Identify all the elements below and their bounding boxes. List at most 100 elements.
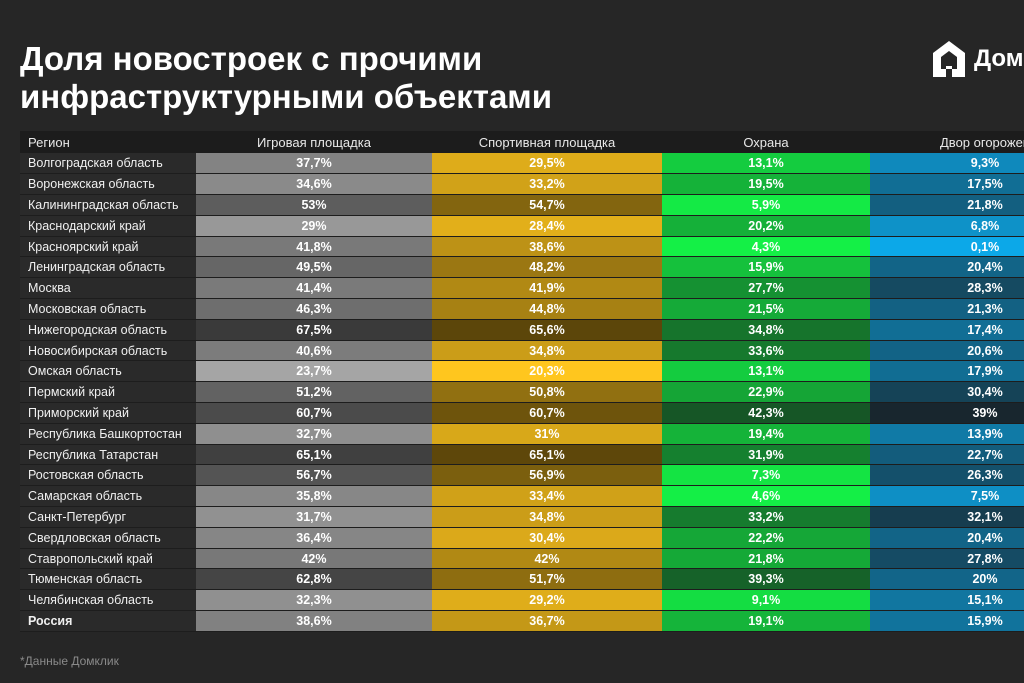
cell-fenced-yard: 20,4% xyxy=(870,527,1024,549)
cell-security: 27,7% xyxy=(662,277,870,300)
column-header-sports-ground: Спортивная площадка xyxy=(478,134,616,150)
cell-security: 34,8% xyxy=(662,319,870,341)
cell-sports-ground: 29,2% xyxy=(432,589,662,612)
cell-playground: 35,8% xyxy=(196,485,432,508)
cell-region: Приморский край xyxy=(20,402,196,424)
cell-security: 22,2% xyxy=(662,527,870,549)
data-table: Регион Игровая площадка Спортивная площа… xyxy=(20,131,1024,632)
cell-region: Нижегородская область xyxy=(20,319,196,341)
cell-security: 4,6% xyxy=(662,485,870,508)
cell-sports-ground: 20,3% xyxy=(432,360,662,383)
cell-sports-ground: 60,7% xyxy=(432,402,662,424)
chart-title-line-2: инфраструктурными объектами xyxy=(20,78,552,115)
cell-fenced-yard: 26,3% xyxy=(870,464,1024,487)
cell-fenced-yard: 15,1% xyxy=(870,589,1024,612)
cell-sports-ground: 38,6% xyxy=(432,236,662,258)
cell-region: Новосибирская область xyxy=(20,340,196,362)
cell-security: 15,9% xyxy=(662,256,870,279)
table-row: Ставропольский край 42% 42% 21,8% 27,8% xyxy=(20,548,1024,570)
cell-region: Омская область xyxy=(20,360,196,383)
table-row: Ростовская область 56,7% 56,9% 7,3% 26,3% xyxy=(20,464,1024,487)
cell-playground: 38,6% xyxy=(196,610,432,632)
cell-region: Москва xyxy=(20,277,196,300)
cell-playground: 31,7% xyxy=(196,506,432,528)
table-row: Самарская область 35,8% 33,4% 4,6% 7,5% xyxy=(20,485,1024,508)
cell-region: Ростовская область xyxy=(20,464,196,487)
cell-region: Воронежская область xyxy=(20,173,196,196)
cell-playground: 67,5% xyxy=(196,319,432,341)
cell-fenced-yard: 22,7% xyxy=(870,444,1024,466)
chart-title: Доля новостроек с прочими инфраструктурн… xyxy=(20,40,552,116)
table-row: Ленинградская область 49,5% 48,2% 15,9% 20,4… xyxy=(20,256,1024,279)
domclick-logo: Дом xyxy=(932,40,1024,78)
cell-playground: 34,6% xyxy=(196,173,432,196)
cell-sports-ground: 42% xyxy=(432,548,662,570)
cell-security: 33,2% xyxy=(662,506,870,528)
cell-fenced-yard: 27,8% xyxy=(870,548,1024,570)
cell-security: 21,8% xyxy=(662,548,870,570)
cell-region: Челябинская область xyxy=(20,589,196,612)
table-row: Москва 41,4% 41,9% 27,7% 28,3% xyxy=(20,277,1024,300)
table-row: Санкт-Петербург 31,7% 34,8% 33,2% 32,1% xyxy=(20,506,1024,528)
table-row: Челябинская область 32,3% 29,2% 9,1% 15,1% xyxy=(20,589,1024,612)
cell-sports-ground: 41,9% xyxy=(432,277,662,300)
cell-sports-ground: 29,5% xyxy=(432,153,662,175)
cell-sports-ground: 50,8% xyxy=(432,381,662,404)
cell-fenced-yard: 17,9% xyxy=(870,360,1024,383)
cell-sports-ground: 36,7% xyxy=(432,610,662,632)
cell-region: Россия xyxy=(20,610,196,632)
cell-region: Московская область xyxy=(20,298,196,320)
cell-security: 13,1% xyxy=(662,153,870,175)
cell-security: 22,9% xyxy=(662,381,870,404)
footnote: *Данные Домклик xyxy=(20,654,119,668)
table-row: Пермский край 51,2% 50,8% 22,9% 30,4% xyxy=(20,381,1024,404)
cell-security: 5,9% xyxy=(662,194,870,216)
table-row: Свердловская область 36,4% 30,4% 22,2% 20,4% xyxy=(20,527,1024,549)
cell-region: Ленинградская область xyxy=(20,256,196,279)
table-row: Омская область 23,7% 20,3% 13,1% 17,9% xyxy=(20,360,1024,383)
table-row: Волгоградская область 37,7% 29,5% 13,1% 9,3% xyxy=(20,153,1024,175)
cell-sports-ground: 28,4% xyxy=(432,215,662,237)
cell-playground: 60,7% xyxy=(196,402,432,424)
cell-playground: 23,7% xyxy=(196,360,432,383)
cell-region: Тюменская область xyxy=(20,568,196,591)
cell-fenced-yard: 20,4% xyxy=(870,256,1024,279)
cell-security: 4,3% xyxy=(662,236,870,258)
cell-security: 39,3% xyxy=(662,568,870,591)
cell-playground: 53% xyxy=(196,194,432,216)
cell-security: 13,1% xyxy=(662,360,870,383)
cell-fenced-yard: 30,4% xyxy=(870,381,1024,404)
cell-fenced-yard: 21,3% xyxy=(870,298,1024,320)
cell-sports-ground: 65,1% xyxy=(432,444,662,466)
cell-playground: 41,4% xyxy=(196,277,432,300)
cell-fenced-yard: 7,5% xyxy=(870,485,1024,508)
cell-fenced-yard: 21,8% xyxy=(870,194,1024,216)
column-header-security: Охрана xyxy=(743,134,789,150)
cell-security: 42,3% xyxy=(662,402,870,424)
column-header-region: Регион xyxy=(28,134,70,150)
cell-playground: 56,7% xyxy=(196,464,432,487)
cell-playground: 62,8% xyxy=(196,568,432,591)
cell-fenced-yard: 0,1% xyxy=(870,236,1024,258)
cell-region: Свердловская область xyxy=(20,527,196,549)
chart-title-line-1: Доля новостроек с прочими xyxy=(20,40,483,77)
cell-sports-ground: 30,4% xyxy=(432,527,662,549)
cell-region: Пермский край xyxy=(20,381,196,404)
table-body: Волгоградская область 37,7% 29,5% 13,1% 9,3%… xyxy=(20,153,1024,632)
cell-fenced-yard: 39% xyxy=(870,402,1024,424)
cell-region: Самарская область xyxy=(20,485,196,508)
cell-region: Волгоградская область xyxy=(20,153,196,175)
cell-sports-ground: 51,7% xyxy=(432,568,662,591)
column-header-playground: Игровая площадка xyxy=(257,134,371,150)
cell-security: 33,6% xyxy=(662,340,870,362)
table-row: Красноярский край 41,8% 38,6% 4,3% 0,1% xyxy=(20,236,1024,258)
cell-security: 20,2% xyxy=(662,215,870,237)
cell-security: 7,3% xyxy=(662,464,870,487)
cell-playground: 40,6% xyxy=(196,340,432,362)
table-row: Краснодарский край 29% 28,4% 20,2% 6,8% xyxy=(20,215,1024,237)
table-row: Новосибирская область 40,6% 34,8% 33,6% 20,6… xyxy=(20,340,1024,362)
cell-playground: 36,4% xyxy=(196,527,432,549)
table-row: Республика Башкортостан 32,7% 31% 19,4% 13,9… xyxy=(20,423,1024,445)
cell-sports-ground: 54,7% xyxy=(432,194,662,216)
cell-playground: 51,2% xyxy=(196,381,432,404)
